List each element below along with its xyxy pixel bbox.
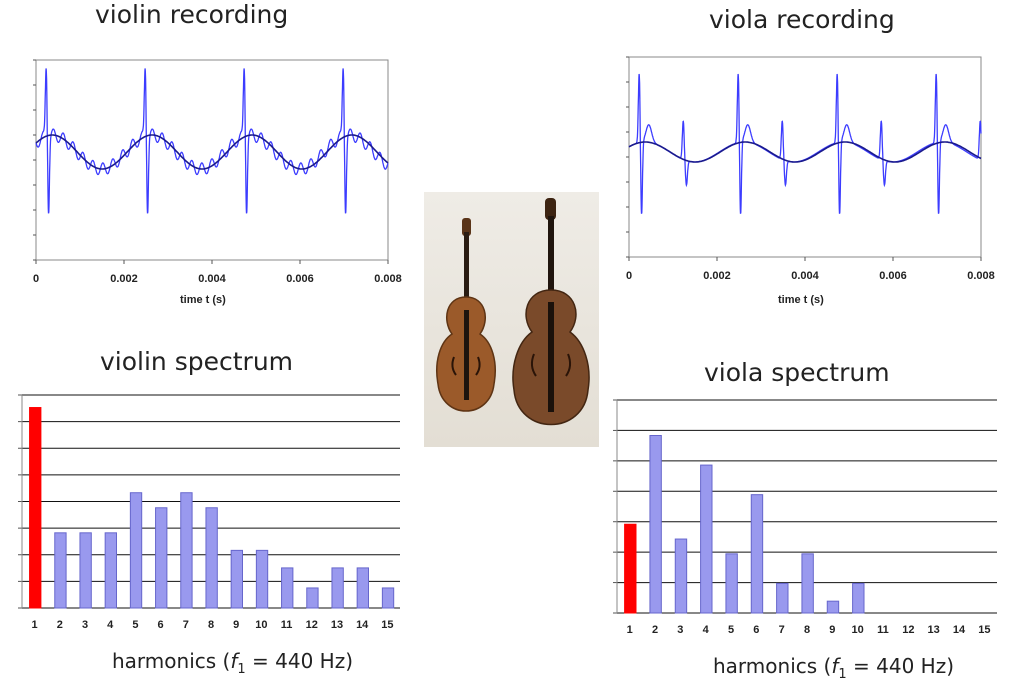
x-tick-label: 9	[829, 624, 835, 636]
bar-harmonic-10	[255, 549, 269, 609]
violin-and-viola-photo	[424, 192, 599, 447]
x-tick-label: 15	[978, 624, 990, 636]
bar-harmonic-4	[104, 532, 118, 609]
x-tick-label: 15	[381, 619, 393, 631]
viola-spectrum-title: viola spectrum	[704, 358, 890, 387]
bar-harmonic-11	[281, 567, 294, 609]
violin-xlabel-f: f	[230, 649, 238, 673]
x-tick-label: 0	[626, 270, 632, 282]
x-tick-label: 6	[753, 624, 759, 636]
waveform-line	[35, 68, 389, 214]
x-tick-label: 0.002	[110, 273, 138, 285]
violin-recording-xlabel: time t (s)	[180, 294, 226, 306]
viola-xlabel-sub: 1	[838, 667, 847, 682]
violin-xlabel-post: = 440 Hz)	[245, 649, 354, 673]
x-tick-label: 0.006	[879, 270, 907, 282]
fundamental-line	[35, 134, 389, 170]
violin-spectrum-xlabel: harmonics (f1 = 440 Hz)	[112, 649, 353, 677]
bar-harmonic-10	[852, 582, 865, 614]
x-tick-label: 4	[107, 619, 114, 631]
x-tick-label: 12	[306, 619, 318, 631]
x-tick-label: 7	[183, 619, 189, 631]
bar-harmonic-9	[826, 600, 840, 614]
bar-harmonic-5	[129, 492, 143, 609]
bar-harmonic-1	[624, 523, 637, 614]
x-tick-label: 0	[33, 273, 39, 285]
bar-harmonic-12	[306, 587, 319, 609]
viola-spectrum-xlabel: harmonics (f1 = 440 Hz)	[713, 654, 954, 682]
x-tick-label: 10	[852, 624, 864, 636]
bar-harmonic-7	[776, 582, 789, 614]
violin-xlabel-pre: harmonics (	[112, 649, 231, 673]
bar-harmonic-14	[356, 567, 370, 609]
x-tick-label: 10	[255, 619, 267, 631]
x-tick-label: 2	[652, 624, 658, 636]
bar-harmonic-4	[700, 464, 713, 614]
x-tick-label: 0.004	[791, 270, 819, 282]
viola-recording-xlabel: time t (s)	[778, 294, 824, 306]
x-tick-label: 13	[331, 619, 343, 631]
x-tick-label: 8	[804, 624, 810, 636]
bar-harmonic-8	[205, 507, 218, 609]
x-tick-label: 11	[281, 619, 293, 631]
bar-harmonic-2	[649, 435, 662, 614]
fundamental-line	[628, 141, 982, 163]
x-tick-label: 7	[779, 624, 785, 636]
bar-harmonic-2	[54, 532, 67, 609]
viola-xlabel-pre: harmonics (	[713, 654, 832, 678]
x-tick-label: 5	[728, 624, 734, 636]
x-tick-label: 3	[677, 624, 683, 636]
violin-recording-title: violin recording	[95, 0, 289, 29]
x-tick-label: 1	[627, 624, 633, 636]
x-tick-label: 4	[703, 624, 710, 636]
x-tick-label: 9	[233, 619, 239, 631]
x-tick-label: 2	[57, 619, 63, 631]
x-tick-label: 0.006	[286, 273, 314, 285]
x-tick-label: 13	[928, 624, 940, 636]
x-tick-label: 5	[132, 619, 138, 631]
x-tick-label: 0.008	[967, 270, 995, 282]
x-tick-label: 1	[32, 619, 38, 631]
x-tick-label: 6	[158, 619, 164, 631]
violin-xlabel-sub: 1	[237, 662, 246, 677]
x-tick-label: 3	[82, 619, 88, 631]
bar-harmonic-6	[750, 494, 764, 614]
bar-harmonic-15	[381, 587, 395, 609]
bar-harmonic-8	[801, 553, 814, 614]
bar-harmonic-7	[180, 492, 193, 609]
x-tick-label: 0.002	[703, 270, 731, 282]
x-tick-label: 12	[902, 624, 914, 636]
x-tick-label: 11	[877, 624, 889, 636]
bar-harmonic-1	[29, 407, 42, 609]
instruments-illustration	[436, 198, 590, 426]
bar-harmonic-3	[674, 538, 688, 614]
x-tick-label: 14	[356, 619, 369, 631]
viola-xlabel-post: = 440 Hz)	[846, 654, 955, 678]
bar-harmonic-6	[155, 507, 168, 609]
bar-harmonic-9	[230, 549, 244, 609]
bar-harmonic-5	[725, 553, 738, 614]
viola-recording-title: viola recording	[709, 5, 895, 34]
x-tick-label: 0.004	[198, 273, 226, 285]
x-tick-label: 8	[208, 619, 214, 631]
bar-harmonic-13	[331, 567, 344, 609]
x-tick-label: 14	[953, 624, 966, 636]
viola-xlabel-f: f	[831, 654, 839, 678]
bar-harmonic-3	[79, 532, 92, 609]
x-tick-label: 0.008	[374, 273, 402, 285]
violin-spectrum-title: violin spectrum	[100, 347, 294, 376]
